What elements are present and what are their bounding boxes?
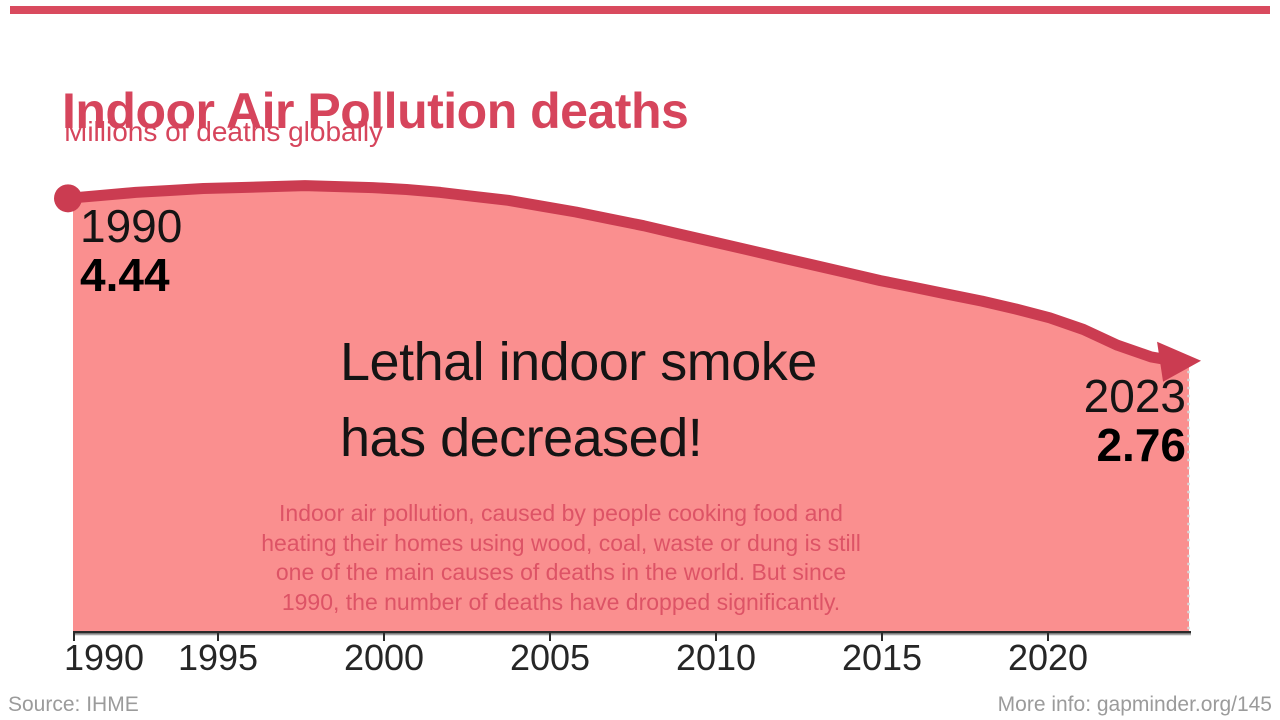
start-year-label: 1990 (80, 200, 183, 252)
page-subtitle: Millions of deaths globally (64, 116, 384, 147)
note-line-3: one of the main causes of deaths in the … (275, 559, 847, 585)
x-axis-label-1995: 1995 (177, 637, 259, 678)
headline-line-1: Lethal indoor smoke (340, 332, 817, 392)
start-point-dot (54, 184, 82, 213)
more-info-label: More info: gapminder.org/145 (997, 693, 1272, 716)
end-point-label: 2023 2.76 (1084, 372, 1186, 470)
x-axis-label-2020: 2020 (1007, 637, 1089, 678)
headline: Lethal indoor smoke has decreased! (340, 324, 817, 476)
page-title: Indoor Air Pollution deaths (62, 82, 689, 139)
note-line-1: Indoor air pollution, caused by people c… (279, 500, 843, 526)
note-line-4: 1990, the number of deaths have dropped … (281, 588, 841, 615)
end-value-label: 2.76 (1096, 418, 1186, 471)
start-point-label: 1990 4.44 (80, 202, 182, 300)
top-accent-bar (10, 6, 1270, 14)
start-value-label: 4.44 (80, 248, 170, 301)
headline-line-2: has decreased! (340, 408, 703, 468)
source-label: Source: IHME (8, 693, 139, 716)
x-axis-label-2010: 2010 (675, 637, 757, 678)
end-year-label: 2023 (1083, 370, 1186, 422)
x-axis-label-1990: 1990 (63, 637, 145, 678)
note-line-2: heating their homes using wood, coal, wa… (261, 529, 861, 556)
x-axis-label-2005: 2005 (509, 637, 591, 678)
x-axis-label-2015: 2015 (841, 637, 923, 678)
note-paragraph: Indoor air pollution, caused by people c… (261, 499, 861, 617)
x-axis-label-2000: 2000 (343, 637, 425, 678)
